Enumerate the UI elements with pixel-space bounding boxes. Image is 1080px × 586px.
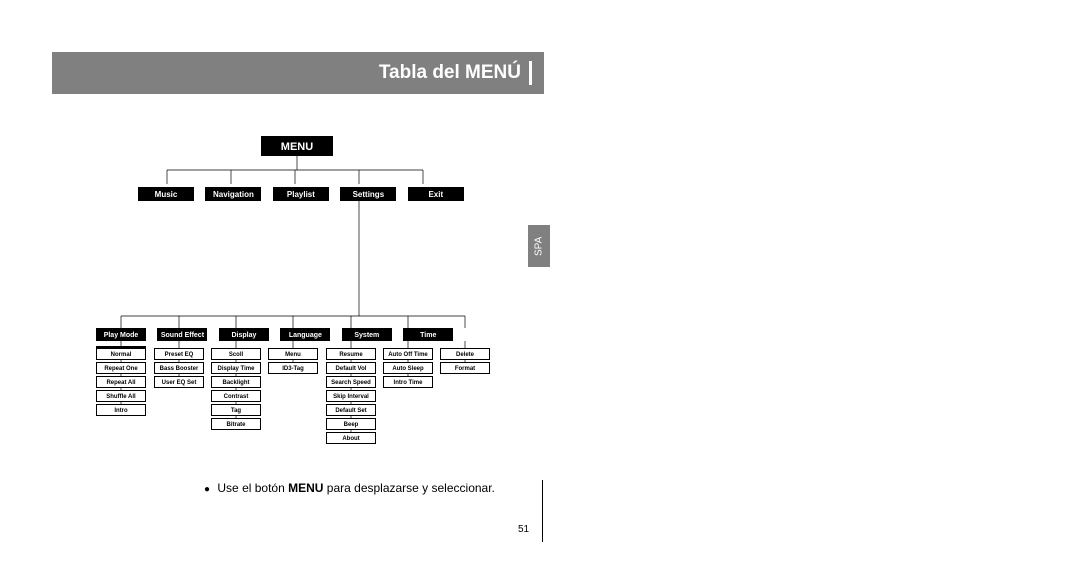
- leaf: Intro Time: [383, 376, 433, 388]
- leaf: Auto Sleep: [383, 362, 433, 374]
- leaf: Beep: [326, 418, 376, 430]
- leaves-language: Menu ID3-Tag: [268, 348, 318, 376]
- leaves-playmode: Normal Repeat One Repeat All Shuffle All…: [96, 348, 146, 418]
- leaf: Preset EQ: [154, 348, 204, 360]
- leaf: Shuffle All: [96, 390, 146, 402]
- leaf: Tag: [211, 404, 261, 416]
- header-divider: [529, 61, 532, 85]
- instr-prefix: Use el botón: [217, 481, 288, 495]
- instruction-text: ● Use el botón MENU para desplazarse y s…: [204, 481, 495, 495]
- category-row: Music Navigation Playlist Settings Exit: [138, 184, 471, 202]
- instr-suffix: para desplazarse y seleccionar.: [323, 481, 494, 495]
- leaves-system: Resume Default Vol Search Speed Skip Int…: [326, 348, 376, 446]
- leaf: Display Time: [211, 362, 261, 374]
- leaf: Repeat All: [96, 376, 146, 388]
- leaf: Resume: [326, 348, 376, 360]
- leaf: Delete: [440, 348, 490, 360]
- leaves-display: Scoll Display Time Backlight Contrast Ta…: [211, 348, 261, 432]
- leaves-soundeffect: Preset EQ Bass Booster User EQ Set: [154, 348, 204, 390]
- leaf: Repeat One: [96, 362, 146, 374]
- leaves-file: Delete Format: [440, 348, 490, 376]
- leaf: ID3-Tag: [268, 362, 318, 374]
- leaf: Scoll: [211, 348, 261, 360]
- leaf: Auto Off Time: [383, 348, 433, 360]
- leaf: Intro: [96, 404, 146, 416]
- sub-system: System: [342, 328, 392, 341]
- leaf: Bass Booster: [154, 362, 204, 374]
- sub-display: Display: [219, 328, 269, 341]
- leaf: Normal: [96, 348, 146, 360]
- leaf: User EQ Set: [154, 376, 204, 388]
- leaf: Contrast: [211, 390, 261, 402]
- cat-playlist: Playlist: [273, 187, 329, 201]
- header-bar: Tabla del MENÚ: [52, 52, 544, 94]
- cat-settings: Settings: [340, 187, 396, 201]
- language-tab: SPA: [528, 225, 550, 267]
- bullet-icon: ●: [204, 484, 210, 495]
- leaf: Default Vol: [326, 362, 376, 374]
- instr-bold: MENU: [288, 481, 323, 495]
- cat-exit: Exit: [408, 187, 464, 201]
- leaves-time: Auto Off Time Auto Sleep Intro Time: [383, 348, 433, 390]
- leaf: Backlight: [211, 376, 261, 388]
- leaf: About: [326, 432, 376, 444]
- cat-navigation: Navigation: [205, 187, 261, 201]
- leaf: Menu: [268, 348, 318, 360]
- leaf: Skip Interval: [326, 390, 376, 402]
- page-divider: [542, 480, 543, 542]
- sub-playmode: Play Mode: [96, 328, 146, 341]
- tree-root: MENU: [261, 136, 333, 156]
- page-title: Tabla del MENÚ: [379, 62, 521, 84]
- leaf: Format: [440, 362, 490, 374]
- sub-language: Language: [280, 328, 330, 341]
- leaf: Search Speed: [326, 376, 376, 388]
- page-number: 51: [518, 524, 529, 535]
- cat-music: Music: [138, 187, 194, 201]
- leaf: Default Set: [326, 404, 376, 416]
- sub-soundeffect: Sound Effect: [157, 328, 207, 341]
- leaf: Bitrate: [211, 418, 261, 430]
- sub-time: Time: [403, 328, 453, 341]
